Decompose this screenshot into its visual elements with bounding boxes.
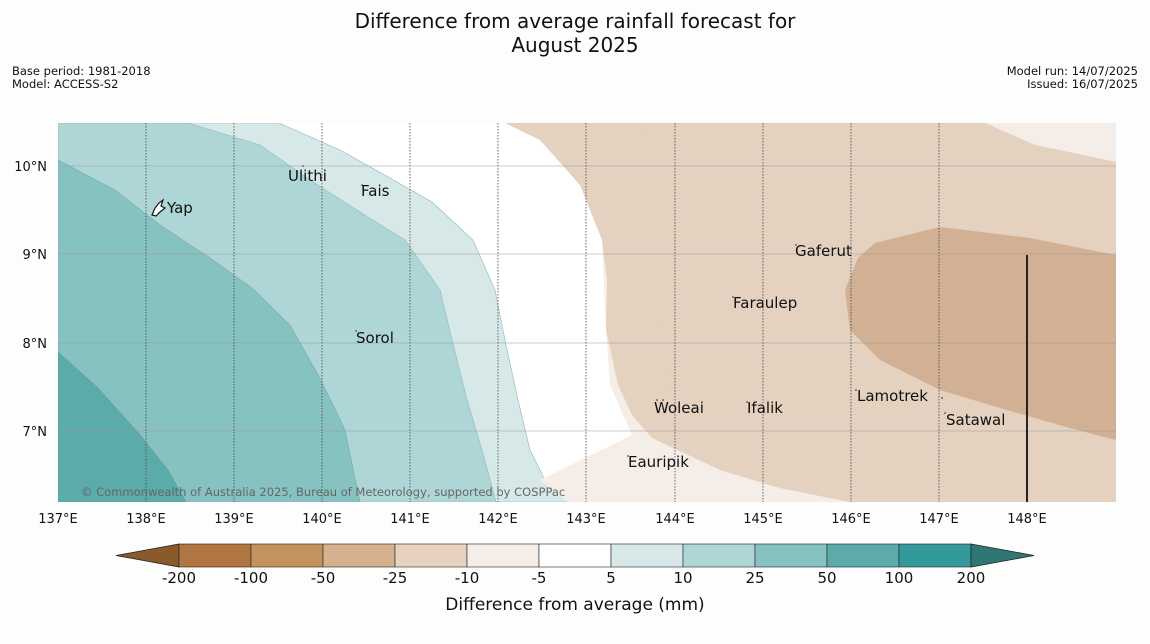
place-label-ifalik: Ifalik <box>747 399 783 417</box>
place-label-ulithi: Ulithi <box>288 167 327 185</box>
place-label-faraulep: Faraulep <box>733 294 797 312</box>
lon-label-147e: 147°E <box>919 512 959 527</box>
place-label-yap: Yap <box>166 199 193 217</box>
colorbar-box <box>898 543 972 568</box>
copyright-credit: © Commonwealth of Australia 2025, Bureau… <box>81 485 565 499</box>
colorbar-box <box>322 543 396 568</box>
lon-label-138e: 138°E <box>126 512 166 527</box>
lon-label-143e: 143°E <box>566 512 606 527</box>
map-title: Difference from average rainfall forecas… <box>0 9 1150 57</box>
colorbar-tick-label: 50 <box>817 569 836 587</box>
lat-label-9n: 9°N <box>23 248 48 263</box>
place-label-satawal: Satawal <box>946 411 1005 429</box>
colorbar-tick-label: 100 <box>885 569 914 587</box>
colorbar-tick-label: -5 <box>532 569 547 587</box>
colorbar-box <box>610 543 684 568</box>
colorbar-extend-low <box>115 543 180 568</box>
place-label-fais: Fais <box>361 182 390 200</box>
band-neg-25-50 <box>845 227 1116 440</box>
colorbar-box <box>250 543 324 568</box>
colorbar-box <box>394 543 468 568</box>
lon-label-142e: 142°E <box>478 512 518 527</box>
lon-label-139e: 139°E <box>214 512 254 527</box>
colorbar-box <box>538 543 612 568</box>
lon-label-145e: 145°E <box>743 512 783 527</box>
run-info: Model run: 14/07/2025 Issued: 16/07/2025 <box>1007 65 1138 91</box>
lon-label-140e: 140°E <box>302 512 342 527</box>
band-pos-50-100 <box>58 351 187 502</box>
lon-label-137e: 137°E <box>38 512 78 527</box>
colorbar-tick-label: -50 <box>311 569 336 587</box>
issued-date: Issued: 16/07/2025 <box>1027 77 1138 91</box>
island-markers <box>302 165 946 457</box>
colorbar <box>115 543 1035 568</box>
map-panel: Yap Ulithi Fais Sorol Gaferut Faraulep W… <box>58 123 1116 502</box>
lon-label-144e: 144°E <box>655 512 695 527</box>
colorbar-box <box>682 543 756 568</box>
base-period: Base period: 1981-2018 <box>12 64 151 78</box>
place-label-woleai: Woleai <box>654 399 704 417</box>
colorbar-title: Difference from average (mm) <box>445 595 704 615</box>
colorbar-box <box>466 543 540 568</box>
model-run: Model run: 14/07/2025 <box>1006 64 1138 78</box>
lon-label-148e: 148°E <box>1007 512 1047 527</box>
lat-label-10n: 10°N <box>14 160 47 175</box>
lon-label-141e: 141°E <box>390 512 430 527</box>
place-label-gaferut: Gaferut <box>795 242 852 260</box>
title-line-1: Difference from average rainfall forecas… <box>354 9 796 33</box>
colorbar-tick-label: 5 <box>606 569 616 587</box>
colorbar-tick-labels: -200 -100 -50 -25 -10 -5 5 10 25 50 100 … <box>162 569 985 587</box>
colorbar-extend-high <box>970 543 1035 568</box>
yap-island-shape <box>151 198 167 217</box>
latitude-labels: 10°N 9°N 8°N 7°N <box>14 160 47 440</box>
colorbar-tick-label: -25 <box>383 569 408 587</box>
band-pos-25-50 <box>58 159 361 502</box>
lon-label-146e: 146°E <box>831 512 871 527</box>
longitude-labels: 137°E 138°E 139°E 140°E 141°E 142°E 143°… <box>38 512 1047 527</box>
colorbar-box <box>754 543 828 568</box>
model-name: Model: ACCESS-S2 <box>12 77 119 91</box>
lat-label-7n: 7°N <box>23 425 48 440</box>
lat-label-8n: 8°N <box>23 337 48 352</box>
colorbar-tick-label: -100 <box>234 569 268 587</box>
colorbar-box <box>826 543 900 568</box>
colorbar-tick-label: 200 <box>957 569 986 587</box>
place-label-sorol: Sorol <box>356 329 394 347</box>
colorbar-box <box>178 543 252 568</box>
colorbar-tick-label: 25 <box>745 569 764 587</box>
title-line-2: August 2025 <box>511 33 639 57</box>
colorbar-tick-label: -200 <box>162 569 196 587</box>
colorbar-tick-label: -10 <box>455 569 480 587</box>
place-label-lamotrek: Lamotrek <box>857 387 928 405</box>
base-info: Base period: 1981-2018 Model: ACCESS-S2 <box>12 65 151 91</box>
place-label-eauripik: Eauripik <box>628 453 689 471</box>
longitude-gridlines <box>145 123 940 502</box>
colorbar-tick-label: 10 <box>673 569 692 587</box>
